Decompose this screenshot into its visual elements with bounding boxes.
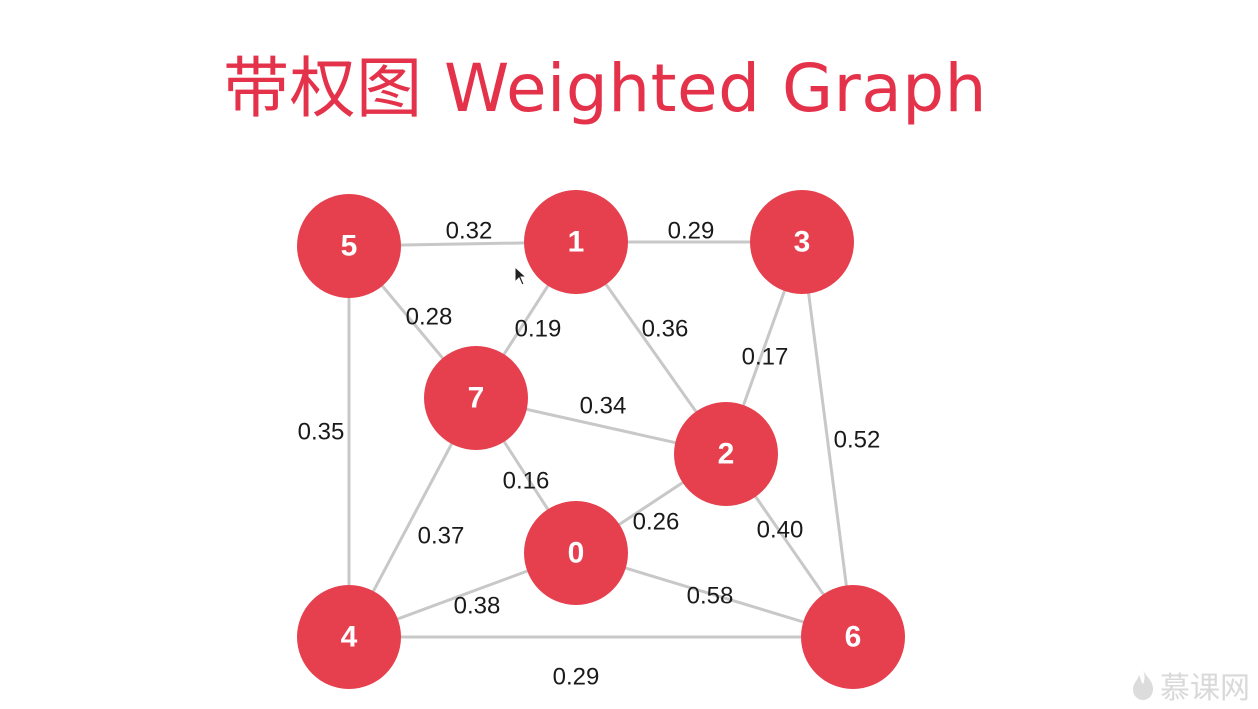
node-7: 7 xyxy=(424,346,528,450)
flame-logo-icon xyxy=(1133,670,1153,700)
mouse-pointer-icon xyxy=(514,266,528,286)
node-3: 3 xyxy=(750,190,854,294)
edge-weight-2-6: 0.40 xyxy=(757,517,804,544)
edge-weight-1-7: 0.19 xyxy=(515,316,562,343)
edge-weight-5-7: 0.28 xyxy=(406,304,453,331)
page-title: 带权图 Weighted Graph xyxy=(223,50,987,127)
node-4: 4 xyxy=(297,585,401,689)
node-circle-6 xyxy=(801,585,905,689)
node-label-7: 7 xyxy=(468,382,485,415)
edge-weight-4-6: 0.29 xyxy=(553,664,600,691)
watermark-text: 慕课网 xyxy=(1160,671,1250,706)
node-circle-0 xyxy=(524,501,628,605)
edge-weights-layer: 0.32 0.29 0.28 0.19 0.36 0.17 0.35 0.34 0.52 0.16… xyxy=(298,218,881,691)
node-2: 2 xyxy=(674,402,778,506)
edge-weight-3-2: 0.17 xyxy=(742,344,789,371)
node-label-5: 5 xyxy=(341,230,358,263)
edge-weight-1-3: 0.29 xyxy=(668,218,715,245)
edge-weight-7-0: 0.16 xyxy=(503,468,550,495)
node-label-0: 0 xyxy=(568,537,585,570)
node-label-6: 6 xyxy=(845,621,862,654)
node-label-3: 3 xyxy=(794,226,811,259)
edge-weight-0-6: 0.58 xyxy=(687,583,734,610)
node-6: 6 xyxy=(801,585,905,689)
edge-weight-1-2: 0.36 xyxy=(642,316,689,343)
node-circle-2 xyxy=(674,402,778,506)
edge-weight-4-0: 0.38 xyxy=(454,593,501,620)
node-circle-1 xyxy=(524,190,628,294)
node-label-1: 1 xyxy=(568,226,585,259)
node-circle-4 xyxy=(297,585,401,689)
node-circle-3 xyxy=(750,190,854,294)
nodes-layer: 5 1 3 7 2 0 4 6 xyxy=(297,190,905,689)
edge-weight-7-2: 0.34 xyxy=(580,393,627,420)
edge-3-6 xyxy=(800,241,855,638)
node-0: 0 xyxy=(524,501,628,605)
node-5: 5 xyxy=(297,194,401,298)
node-label-2: 2 xyxy=(718,438,735,471)
edge-weight-0-2: 0.26 xyxy=(633,509,680,536)
edge-weight-5-1: 0.32 xyxy=(446,218,493,245)
edge-weight-7-4: 0.37 xyxy=(418,523,465,550)
edge-weight-3-6: 0.52 xyxy=(834,427,881,454)
node-1: 1 xyxy=(524,190,628,294)
node-circle-5 xyxy=(297,194,401,298)
watermark: 慕课网 xyxy=(1130,663,1250,707)
node-label-4: 4 xyxy=(341,621,358,654)
node-circle-7 xyxy=(424,346,528,450)
edge-weight-5-4: 0.35 xyxy=(298,419,345,446)
